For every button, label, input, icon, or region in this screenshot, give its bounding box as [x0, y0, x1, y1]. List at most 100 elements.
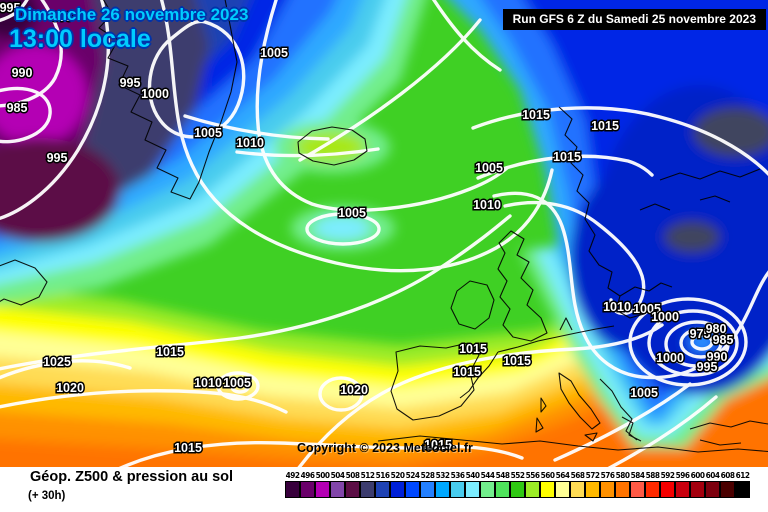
scale-cell: 592 [659, 470, 675, 498]
pressure-label: 1015 [453, 365, 481, 379]
scale-swatch [404, 481, 420, 498]
scale-swatch [539, 481, 555, 498]
scale-value: 516 [375, 471, 390, 480]
scale-value: 576 [600, 471, 615, 480]
scale-cell: 576 [599, 470, 615, 498]
scale-swatch [734, 481, 750, 498]
scale-value: 508 [345, 471, 360, 480]
scale-value: 556 [525, 471, 540, 480]
pressure-label: 1010 [236, 136, 264, 150]
scale-cell: 600 [689, 470, 705, 498]
scale-value: 528 [420, 471, 435, 480]
pressure-label: 1005 [338, 206, 366, 220]
pressure-label: 985 [7, 101, 28, 115]
geopotential-field [0, 0, 768, 467]
map-time-text: 13:00 locale [9, 25, 151, 53]
pressure-label: 1015 [156, 345, 184, 359]
pressure-label: 1015 [522, 108, 550, 122]
pressure-label: 1020 [340, 383, 368, 397]
scale-swatch [599, 481, 615, 498]
scale-cell: 568 [569, 470, 585, 498]
scale-cell: 512 [359, 470, 375, 498]
scale-cell: 560 [539, 470, 555, 498]
copyright-text: Copyright © 2023 Meteociel.fr [297, 441, 473, 455]
scale-cell: 508 [344, 470, 360, 498]
scale-cell: 596 [674, 470, 690, 498]
scale-swatch [329, 481, 345, 498]
scale-cell: 608 [719, 470, 735, 498]
scale-swatch [464, 481, 480, 498]
pressure-label: 990 [12, 66, 33, 80]
scale-value: 500 [315, 471, 330, 480]
pressure-label: 1010 [194, 376, 222, 390]
scale-value: 588 [645, 471, 660, 480]
scale-cell: 500 [314, 470, 330, 498]
pressure-label: 1015 [591, 119, 619, 133]
pressure-label: 1005 [633, 302, 661, 316]
scale-value: 544 [480, 471, 495, 480]
pressure-label: 1015 [503, 354, 531, 368]
scale-swatch [359, 481, 375, 498]
scale-value: 568 [570, 471, 585, 480]
scale-swatch [689, 481, 705, 498]
pressure-label: 990 [52, 10, 73, 24]
forecast-hour-label: (+ 30h) [28, 490, 66, 502]
scale-value: 492 [285, 471, 300, 480]
scale-value: 604 [705, 471, 720, 480]
scale-swatch [509, 481, 525, 498]
map-area: 995 990 1005 990 985 995 1000 995 1005 1010 1005 10… [0, 0, 768, 467]
scale-swatch [659, 481, 675, 498]
scale-value: 560 [540, 471, 555, 480]
scale-swatch [704, 481, 720, 498]
scale-swatch [284, 481, 300, 498]
pressure-label: 1025 [43, 355, 71, 369]
pressure-label: 985 [713, 333, 734, 347]
pressure-label: 1000 [651, 310, 679, 324]
scale-swatch [614, 481, 630, 498]
pressure-labels: 9959901005990985995100099510051010100510… [0, 0, 735, 457]
map-date-text: Dimanche 26 novembre 2023 [15, 5, 249, 24]
scale-cell: 540 [464, 470, 480, 498]
scale-swatch [674, 481, 690, 498]
pressure-label: 1015 [174, 441, 202, 455]
scale-value: 532 [435, 471, 450, 480]
pressure-label: 980 [706, 322, 727, 336]
scale-value: 612 [735, 471, 750, 480]
scale-cell: 548 [494, 470, 510, 498]
scale-value: 504 [330, 471, 345, 480]
scale-value: 536 [450, 471, 465, 480]
scale-value: 608 [720, 471, 735, 480]
pressure-label: 1015 [424, 438, 452, 452]
scale-cell: 588 [644, 470, 660, 498]
scale-cell: 492 [284, 470, 300, 498]
pressure-label: 1015 [459, 342, 487, 356]
pressure-label: 1005 [630, 386, 658, 400]
scale-swatch [524, 481, 540, 498]
scale-cell: 564 [554, 470, 570, 498]
scale-value: 600 [690, 471, 705, 480]
scale-cell: 604 [704, 470, 720, 498]
scale-cell: 504 [329, 470, 345, 498]
scale-cell: 516 [374, 470, 390, 498]
pressure-label: 1010 [473, 198, 501, 212]
scale-swatch [494, 481, 510, 498]
scale-value: 564 [555, 471, 570, 480]
geopotential-pressure-map: 9959901005990985995100099510051010100510… [0, 0, 768, 467]
scale-value: 580 [615, 471, 630, 480]
pressure-label: 1005 [260, 46, 288, 60]
scale-cell: 584 [629, 470, 645, 498]
scale-swatch [569, 481, 585, 498]
model-run-info-box: Run GFS 6 Z du Samedi 25 novembre 2023 [502, 9, 766, 30]
scale-cell: 536 [449, 470, 465, 498]
scale-swatch [479, 481, 495, 498]
scale-swatch [554, 481, 570, 498]
scale-swatch [644, 481, 660, 498]
scale-swatch [314, 481, 330, 498]
pressure-label: 995 [0, 1, 20, 15]
scale-cell: 528 [419, 470, 435, 498]
pressure-label: 1000 [656, 351, 684, 365]
scale-cell: 544 [479, 470, 495, 498]
legend-title: Géop. Z500 & pression au sol [30, 469, 234, 485]
scale-cell: 580 [614, 470, 630, 498]
